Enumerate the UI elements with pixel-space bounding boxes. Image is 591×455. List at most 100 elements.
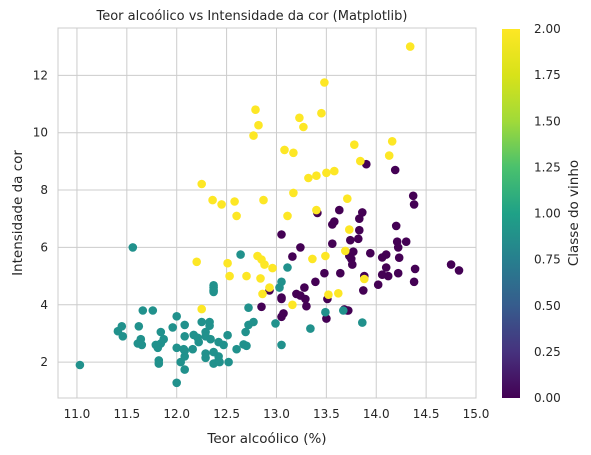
data-point-class-2: [197, 179, 206, 189]
colorbar-tick-labels: 0.00 0.25 0.50 0.75 1.00 1.25 1.50 1.75 2.00: [534, 22, 561, 405]
data-point-class-2: [387, 137, 397, 146]
data-point-class-2: [304, 173, 313, 183]
data-point-class-1: [117, 322, 127, 331]
data-point-class-2: [384, 151, 394, 160]
y-tick-label: 2: [40, 355, 48, 369]
data-point-class-0: [409, 200, 419, 209]
y-tick-label: 8: [40, 183, 48, 197]
colorbar-tick-label: 0.25: [534, 345, 561, 359]
x-tick-label: 13.0: [263, 407, 290, 421]
colorbar-tick-label: 0.00: [534, 391, 561, 405]
data-point-class-0: [348, 260, 357, 269]
data-point-class-2: [258, 289, 267, 299]
data-point-class-0: [296, 243, 305, 252]
data-point-class-1: [239, 340, 248, 349]
data-point-class-0: [279, 309, 288, 318]
data-point-class-0: [336, 268, 345, 278]
data-point-class-1: [134, 322, 144, 331]
data-point-class-2: [289, 188, 298, 198]
data-point-class-2: [232, 211, 241, 221]
data-point-class-2: [288, 300, 297, 310]
y-axis-label: Intensidade da cor: [10, 150, 26, 276]
data-point-class-0: [393, 268, 403, 278]
data-point-class-1: [176, 357, 185, 367]
data-point-class-2: [317, 108, 326, 118]
data-point-class-1: [194, 337, 203, 347]
data-point-class-0: [366, 248, 375, 258]
data-point-class-0: [391, 221, 401, 231]
data-point-class-2: [208, 195, 217, 205]
data-point-class-2: [322, 168, 331, 178]
data-point-class-1: [180, 365, 189, 374]
data-point-class-2: [197, 304, 206, 314]
data-point-class-2: [242, 271, 251, 281]
data-point-class-0: [359, 286, 368, 295]
data-point-class-1: [223, 330, 232, 340]
data-point-class-1: [339, 306, 348, 315]
x-tick-label: 15.0: [463, 407, 490, 421]
grid: [58, 28, 477, 398]
data-point-class-2: [256, 274, 265, 283]
data-point-class-2: [350, 140, 359, 149]
y-tick-labels: 2 4 6 8 10 12: [33, 68, 48, 369]
chart-title: Teor alcoólico vs Intensidade da cor (Ma…: [96, 9, 408, 24]
data-point-class-1: [168, 323, 177, 332]
x-tick-label: 11.5: [113, 407, 140, 421]
data-point-class-1: [138, 306, 148, 315]
data-point-class-1: [159, 334, 168, 344]
data-point-class-2: [289, 148, 298, 158]
x-tick-label: 13.5: [313, 407, 340, 421]
data-point-class-2: [312, 171, 321, 180]
data-point-class-1: [224, 357, 233, 367]
data-point-class-1: [151, 340, 161, 350]
data-point-class-2: [320, 78, 329, 87]
data-point-class-0: [277, 294, 286, 304]
data-point-class-1: [156, 327, 166, 337]
y-tick-label: 10: [33, 126, 48, 140]
data-point-class-0: [346, 235, 355, 245]
colorbar-tick-label: 1.00: [534, 207, 561, 221]
data-point-class-1: [358, 318, 367, 327]
x-tick-label: 11.0: [64, 407, 91, 421]
data-point-class-0: [381, 263, 391, 272]
data-point-class-1: [215, 357, 224, 367]
x-tick-label: 12.5: [213, 407, 240, 421]
data-point-class-2: [360, 274, 369, 284]
data-point-class-1: [180, 332, 189, 341]
data-point-class-2: [225, 271, 234, 281]
data-point-class-0: [355, 225, 364, 235]
data-point-class-1: [214, 337, 223, 347]
data-point-class-2: [223, 258, 232, 268]
y-tick-label: 4: [40, 298, 48, 312]
data-point-class-0: [446, 260, 456, 269]
data-point-class-2: [217, 200, 226, 209]
data-point-class-1: [206, 334, 215, 344]
data-point-class-1: [172, 378, 181, 388]
data-point-class-0: [320, 268, 329, 278]
data-point-class-2: [249, 131, 258, 140]
data-point-class-0: [355, 214, 364, 223]
data-point-class-0: [328, 239, 337, 248]
data-point-class-2: [265, 283, 274, 292]
data-point-class-1: [148, 306, 158, 315]
data-point-class-2: [283, 211, 292, 221]
data-point-class-2: [343, 194, 352, 203]
data-point-class-1: [277, 340, 286, 350]
data-point-class-2: [321, 251, 330, 261]
x-axis-label: Teor alcoólico (%): [206, 431, 326, 447]
y-tick-label: 12: [33, 68, 48, 82]
data-point-class-2: [251, 105, 260, 114]
data-point-class-0: [393, 243, 403, 252]
data-point-class-1: [172, 343, 181, 353]
x-tick-label: 14.5: [413, 407, 440, 421]
data-point-class-0: [335, 205, 344, 215]
colorbar: [502, 29, 520, 398]
data-point-class-0: [277, 230, 286, 239]
data-point-class-0: [454, 266, 464, 275]
data-point-class-1: [197, 317, 206, 327]
colorbar-tick-label: 0.50: [534, 299, 561, 313]
data-point-class-0: [394, 253, 404, 262]
data-point-class-1: [128, 243, 138, 252]
data-point-class-1: [244, 303, 253, 313]
data-point-class-0: [354, 234, 363, 244]
